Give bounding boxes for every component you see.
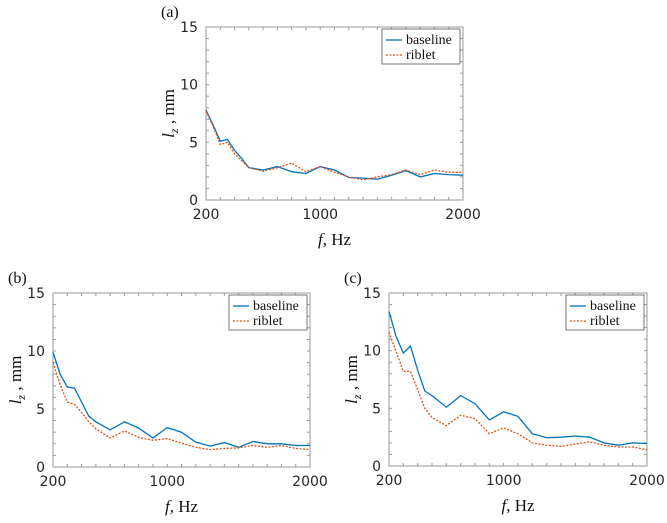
legend-box — [565, 294, 645, 331]
legend-box — [381, 28, 461, 65]
y-axis-label-sub: z — [350, 394, 364, 400]
legend-label-baseline: baseline — [406, 33, 452, 48]
x-tick-label: 1000 — [302, 207, 338, 223]
y-tick-label: 5 — [36, 402, 45, 418]
y-axis-label-var: l — [159, 133, 178, 138]
y-axis-label-sub: z — [14, 395, 28, 401]
y-axis-label-unit: , mm — [342, 355, 361, 394]
y-tick-label: 5 — [189, 135, 198, 151]
y-axis-label: lz , mm — [6, 356, 28, 405]
legend-label-baseline: baseline — [253, 299, 299, 314]
series-line-riblet — [52, 362, 311, 451]
legend-label-baseline: baseline — [590, 299, 636, 314]
y-tick-label: 0 — [36, 460, 45, 476]
x-axis-label-unit: , Hz — [506, 496, 535, 515]
legend-label-riblet: riblet — [406, 48, 436, 63]
x-tick-label: 200 — [40, 474, 67, 490]
series-line-riblet — [205, 110, 463, 181]
y-tick-label: 15 — [363, 286, 381, 302]
x-axis-label-var: f — [501, 496, 508, 515]
series-line-baseline — [388, 311, 648, 446]
panel-label: (a) — [161, 4, 179, 21]
x-tick-label: 200 — [376, 473, 403, 489]
x-tick-label: 2000 — [629, 473, 665, 489]
y-tick-label: 15 — [180, 20, 198, 36]
y-tick-label: 0 — [372, 459, 381, 475]
panel-label: (c) — [344, 270, 362, 287]
y-axis-label: lz , mm — [342, 355, 364, 404]
legend-label-riblet: riblet — [253, 314, 283, 329]
x-axis-label-unit: , Hz — [323, 230, 352, 249]
x-tick-label: 1000 — [486, 473, 522, 489]
y-axis-label-var: l — [6, 399, 25, 404]
y-tick-label: 0 — [189, 193, 198, 209]
y-tick-label: 5 — [372, 401, 381, 417]
y-tick-label: 10 — [363, 344, 381, 360]
x-tick-label: 200 — [193, 207, 220, 223]
y-tick-label: 15 — [27, 286, 45, 302]
x-tick-label: 2000 — [445, 207, 481, 223]
y-axis-label-unit: , mm — [6, 356, 25, 395]
y-tick-label: 10 — [180, 78, 198, 94]
y-axis-label-sub: z — [167, 128, 181, 134]
x-axis-label-var: f — [165, 497, 172, 516]
panel-label: (b) — [8, 270, 27, 287]
series-line-baseline — [205, 109, 464, 180]
legend-label-riblet: riblet — [590, 314, 620, 329]
y-axis-label-unit: , mm — [159, 89, 178, 128]
x-tick-label: 2000 — [292, 474, 328, 490]
y-axis-label-var: l — [342, 399, 361, 404]
legend-box — [228, 294, 308, 331]
x-tick-label: 1000 — [149, 474, 185, 490]
x-axis-label: f, Hz — [501, 496, 535, 515]
series-line-baseline — [52, 352, 310, 448]
y-axis-label: lz , mm — [159, 89, 181, 138]
x-axis-label-unit: , Hz — [170, 497, 199, 516]
y-tick-label: 10 — [27, 344, 45, 360]
x-axis-label-var: f — [318, 230, 325, 249]
x-axis-label: f, Hz — [165, 497, 199, 516]
x-axis-label: f, Hz — [318, 230, 352, 249]
